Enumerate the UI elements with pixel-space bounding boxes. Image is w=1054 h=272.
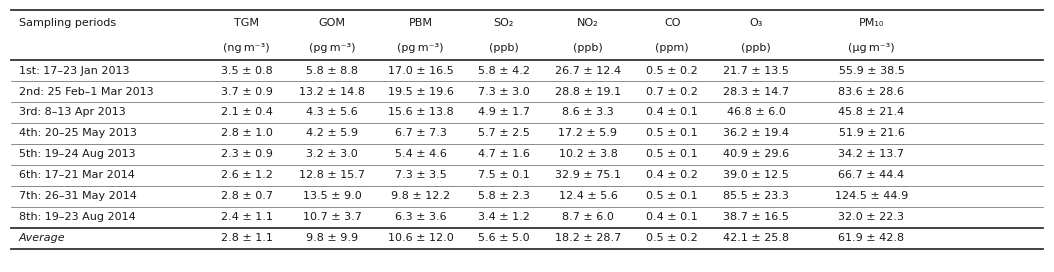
Text: CO: CO xyxy=(664,18,681,28)
Text: 38.7 ± 16.5: 38.7 ± 16.5 xyxy=(723,212,789,222)
Text: 17.2 ± 5.9: 17.2 ± 5.9 xyxy=(559,128,618,138)
Text: 6.3 ± 3.6: 6.3 ± 3.6 xyxy=(395,212,447,222)
Text: (ng m⁻³): (ng m⁻³) xyxy=(223,43,270,53)
Text: 26.7 ± 12.4: 26.7 ± 12.4 xyxy=(554,66,621,76)
Text: 21.7 ± 13.5: 21.7 ± 13.5 xyxy=(723,66,789,76)
Text: (ppm): (ppm) xyxy=(656,43,689,53)
Text: 124.5 ± 44.9: 124.5 ± 44.9 xyxy=(835,191,909,201)
Text: (pg m⁻³): (pg m⁻³) xyxy=(309,43,355,53)
Text: 0.4 ± 0.1: 0.4 ± 0.1 xyxy=(646,212,698,222)
Text: 61.9 ± 42.8: 61.9 ± 42.8 xyxy=(838,233,904,243)
Text: 34.2 ± 13.7: 34.2 ± 13.7 xyxy=(839,149,904,159)
Text: 3.4 ± 1.2: 3.4 ± 1.2 xyxy=(477,212,530,222)
Text: 2.8 ± 1.1: 2.8 ± 1.1 xyxy=(220,233,273,243)
Text: 10.2 ± 3.8: 10.2 ± 3.8 xyxy=(559,149,618,159)
Text: (ppb): (ppb) xyxy=(489,43,519,53)
Text: 0.5 ± 0.1: 0.5 ± 0.1 xyxy=(646,128,698,138)
Text: (ppb): (ppb) xyxy=(573,43,603,53)
Text: 3.7 ± 0.9: 3.7 ± 0.9 xyxy=(220,86,273,97)
Text: 36.2 ± 19.4: 36.2 ± 19.4 xyxy=(723,128,789,138)
Text: 4.9 ± 1.7: 4.9 ± 1.7 xyxy=(477,107,530,118)
Text: Average: Average xyxy=(19,233,65,243)
Text: 4.2 ± 5.9: 4.2 ± 5.9 xyxy=(307,128,358,138)
Text: 0.5 ± 0.2: 0.5 ± 0.2 xyxy=(646,66,698,76)
Text: TGM: TGM xyxy=(234,18,259,28)
Text: 0.5 ± 0.1: 0.5 ± 0.1 xyxy=(646,191,698,201)
Text: 6th: 17–21 Mar 2014: 6th: 17–21 Mar 2014 xyxy=(19,170,135,180)
Text: 17.0 ± 16.5: 17.0 ± 16.5 xyxy=(388,66,453,76)
Text: 55.9 ± 38.5: 55.9 ± 38.5 xyxy=(839,66,904,76)
Text: 0.7 ± 0.2: 0.7 ± 0.2 xyxy=(646,86,698,97)
Text: 5.8 ± 8.8: 5.8 ± 8.8 xyxy=(307,66,358,76)
Text: 46.8 ± 6.0: 46.8 ± 6.0 xyxy=(727,107,785,118)
Text: GOM: GOM xyxy=(318,18,346,28)
Text: 32.0 ± 22.3: 32.0 ± 22.3 xyxy=(839,212,904,222)
Text: 2.6 ± 1.2: 2.6 ± 1.2 xyxy=(220,170,273,180)
Text: 13.5 ± 9.0: 13.5 ± 9.0 xyxy=(302,191,362,201)
Text: PM₁₀: PM₁₀ xyxy=(859,18,884,28)
Text: 5.6 ± 5.0: 5.6 ± 5.0 xyxy=(477,233,529,243)
Text: 2.4 ± 1.1: 2.4 ± 1.1 xyxy=(220,212,273,222)
Text: 51.9 ± 21.6: 51.9 ± 21.6 xyxy=(839,128,904,138)
Text: PBM: PBM xyxy=(409,18,432,28)
Text: O₃: O₃ xyxy=(749,18,763,28)
Text: 0.5 ± 0.1: 0.5 ± 0.1 xyxy=(646,149,698,159)
Text: SO₂: SO₂ xyxy=(493,18,514,28)
Text: 6.7 ± 7.3: 6.7 ± 7.3 xyxy=(394,128,447,138)
Text: 8.6 ± 3.3: 8.6 ± 3.3 xyxy=(562,107,613,118)
Text: 4.7 ± 1.6: 4.7 ± 1.6 xyxy=(477,149,530,159)
Text: 28.8 ± 19.1: 28.8 ± 19.1 xyxy=(554,86,621,97)
Text: 15.6 ± 13.8: 15.6 ± 13.8 xyxy=(388,107,453,118)
Text: (μg m⁻³): (μg m⁻³) xyxy=(848,43,895,53)
Text: 7th: 26–31 May 2014: 7th: 26–31 May 2014 xyxy=(19,191,137,201)
Text: 5.8 ± 2.3: 5.8 ± 2.3 xyxy=(477,191,530,201)
Text: 83.6 ± 28.6: 83.6 ± 28.6 xyxy=(839,86,904,97)
Text: 4.3 ± 5.6: 4.3 ± 5.6 xyxy=(307,107,358,118)
Text: 40.9 ± 29.6: 40.9 ± 29.6 xyxy=(723,149,789,159)
Text: 3.5 ± 0.8: 3.5 ± 0.8 xyxy=(220,66,272,76)
Text: 7.5 ± 0.1: 7.5 ± 0.1 xyxy=(477,170,529,180)
Text: 39.0 ± 12.5: 39.0 ± 12.5 xyxy=(723,170,789,180)
Text: 8.7 ± 6.0: 8.7 ± 6.0 xyxy=(562,212,613,222)
Text: 5.7 ± 2.5: 5.7 ± 2.5 xyxy=(477,128,530,138)
Text: 85.5 ± 23.3: 85.5 ± 23.3 xyxy=(723,191,789,201)
Text: 2.8 ± 0.7: 2.8 ± 0.7 xyxy=(220,191,273,201)
Text: 0.4 ± 0.1: 0.4 ± 0.1 xyxy=(646,107,698,118)
Text: 8th: 19–23 Aug 2014: 8th: 19–23 Aug 2014 xyxy=(19,212,136,222)
Text: 2.1 ± 0.4: 2.1 ± 0.4 xyxy=(220,107,273,118)
Text: 5.8 ± 4.2: 5.8 ± 4.2 xyxy=(477,66,530,76)
Text: 10.6 ± 12.0: 10.6 ± 12.0 xyxy=(388,233,453,243)
Text: NO₂: NO₂ xyxy=(578,18,599,28)
Text: 2nd: 25 Feb–1 Mar 2013: 2nd: 25 Feb–1 Mar 2013 xyxy=(19,86,154,97)
Text: 4th: 20–25 May 2013: 4th: 20–25 May 2013 xyxy=(19,128,137,138)
Text: 9.8 ± 12.2: 9.8 ± 12.2 xyxy=(391,191,450,201)
Text: 5th: 19–24 Aug 2013: 5th: 19–24 Aug 2013 xyxy=(19,149,135,159)
Text: 10.7 ± 3.7: 10.7 ± 3.7 xyxy=(302,212,362,222)
Text: 0.4 ± 0.2: 0.4 ± 0.2 xyxy=(646,170,698,180)
Text: 32.9 ± 75.1: 32.9 ± 75.1 xyxy=(555,170,621,180)
Text: (ppb): (ppb) xyxy=(741,43,772,53)
Text: Sampling periods: Sampling periods xyxy=(19,18,116,28)
Text: 3.2 ± 3.0: 3.2 ± 3.0 xyxy=(307,149,358,159)
Text: 0.5 ± 0.2: 0.5 ± 0.2 xyxy=(646,233,698,243)
Text: 9.8 ± 9.9: 9.8 ± 9.9 xyxy=(307,233,358,243)
Text: 1st: 17–23 Jan 2013: 1st: 17–23 Jan 2013 xyxy=(19,66,130,76)
Text: 7.3 ± 3.0: 7.3 ± 3.0 xyxy=(477,86,529,97)
Text: 3rd: 8–13 Apr 2013: 3rd: 8–13 Apr 2013 xyxy=(19,107,125,118)
Text: 66.7 ± 44.4: 66.7 ± 44.4 xyxy=(838,170,904,180)
Text: 42.1 ± 25.8: 42.1 ± 25.8 xyxy=(723,233,789,243)
Text: 7.3 ± 3.5: 7.3 ± 3.5 xyxy=(395,170,447,180)
Text: 19.5 ± 19.6: 19.5 ± 19.6 xyxy=(388,86,453,97)
Text: 45.8 ± 21.4: 45.8 ± 21.4 xyxy=(838,107,904,118)
Text: 12.4 ± 5.6: 12.4 ± 5.6 xyxy=(559,191,618,201)
Text: 12.8 ± 15.7: 12.8 ± 15.7 xyxy=(299,170,366,180)
Text: 2.8 ± 1.0: 2.8 ± 1.0 xyxy=(220,128,273,138)
Text: 13.2 ± 14.8: 13.2 ± 14.8 xyxy=(299,86,366,97)
Text: (pg m⁻³): (pg m⁻³) xyxy=(397,43,444,53)
Text: 5.4 ± 4.6: 5.4 ± 4.6 xyxy=(394,149,447,159)
Text: 2.3 ± 0.9: 2.3 ± 0.9 xyxy=(220,149,273,159)
Text: 18.2 ± 28.7: 18.2 ± 28.7 xyxy=(554,233,621,243)
Text: 28.3 ± 14.7: 28.3 ± 14.7 xyxy=(723,86,789,97)
